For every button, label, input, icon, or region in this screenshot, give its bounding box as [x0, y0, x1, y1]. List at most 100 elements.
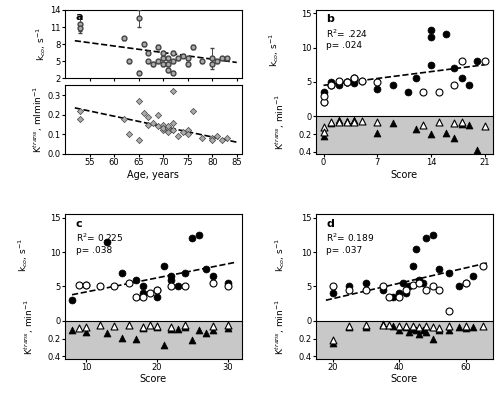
- Point: [150, 119, 158, 126]
- Point: [75, 282, 83, 288]
- Point: [462, 323, 470, 329]
- Point: [320, 89, 328, 95]
- Point: [385, 294, 393, 300]
- Point: [445, 327, 453, 333]
- Point: [428, 232, 436, 238]
- Point: [405, 328, 413, 335]
- Point: [68, 297, 76, 303]
- Point: [458, 75, 466, 82]
- Point: [378, 321, 386, 327]
- Y-axis label: k$_{co}$, s$^{-1}$: k$_{co}$, s$^{-1}$: [34, 27, 48, 61]
- Point: [335, 77, 343, 84]
- Point: [388, 323, 396, 329]
- Point: [462, 325, 470, 331]
- Point: [146, 290, 154, 297]
- Point: [473, 58, 481, 65]
- Point: [412, 245, 420, 252]
- Point: [210, 280, 218, 286]
- Point: [388, 294, 396, 300]
- Point: [378, 287, 386, 293]
- Point: [342, 79, 350, 85]
- X-axis label: Age, years: Age, years: [128, 170, 180, 180]
- Point: [408, 263, 416, 269]
- Point: [167, 273, 175, 279]
- Point: [473, 147, 481, 153]
- Point: [160, 342, 168, 348]
- Point: [427, 61, 435, 68]
- Text: R$^2$= 0.189
p= .037: R$^2$= 0.189 p= .037: [326, 232, 374, 255]
- Point: [362, 280, 370, 286]
- Point: [82, 282, 90, 288]
- Point: [218, 137, 226, 143]
- Point: [350, 75, 358, 82]
- Point: [153, 287, 161, 293]
- Point: [450, 82, 458, 89]
- Point: [462, 280, 470, 286]
- Point: [167, 326, 175, 332]
- Point: [427, 27, 435, 33]
- Point: [320, 99, 328, 106]
- Point: [345, 283, 353, 290]
- Point: [320, 129, 328, 136]
- Text: a: a: [76, 12, 83, 22]
- Point: [388, 82, 396, 89]
- Point: [188, 108, 196, 114]
- Text: K$^{trans}$, min$^{-1}$: K$^{trans}$, min$^{-1}$: [23, 299, 36, 355]
- Point: [213, 133, 221, 139]
- Point: [75, 325, 83, 331]
- Point: [420, 89, 428, 95]
- Point: [120, 115, 128, 122]
- Text: R$^2$= 0.225
p= .038: R$^2$= 0.225 p= .038: [76, 232, 123, 255]
- Point: [388, 120, 396, 126]
- Point: [132, 335, 140, 342]
- Point: [327, 120, 335, 126]
- Point: [435, 327, 443, 333]
- Point: [124, 280, 132, 286]
- Point: [184, 131, 192, 138]
- Point: [327, 82, 335, 89]
- Point: [435, 325, 443, 331]
- Point: [420, 122, 428, 128]
- Point: [434, 89, 442, 95]
- Point: [466, 82, 473, 89]
- Point: [434, 119, 442, 126]
- Text: c: c: [76, 219, 82, 229]
- Point: [408, 282, 416, 288]
- Point: [96, 283, 104, 290]
- Point: [124, 322, 132, 329]
- Point: [179, 129, 187, 136]
- Point: [335, 82, 343, 89]
- Point: [164, 123, 172, 130]
- Point: [412, 327, 420, 333]
- Point: [76, 115, 84, 122]
- Point: [153, 287, 161, 293]
- Point: [328, 290, 336, 297]
- Point: [224, 283, 232, 290]
- Point: [320, 93, 328, 99]
- Point: [138, 324, 146, 330]
- Point: [358, 77, 366, 84]
- Point: [350, 75, 358, 82]
- Point: [138, 290, 146, 297]
- Point: [445, 269, 453, 276]
- Point: [415, 280, 423, 286]
- Point: [82, 324, 90, 330]
- Point: [132, 294, 140, 300]
- Point: [224, 322, 232, 329]
- Point: [350, 119, 358, 125]
- Point: [167, 283, 175, 290]
- Point: [82, 282, 90, 288]
- Bar: [316, 321, 492, 359]
- Point: [188, 337, 196, 344]
- Point: [412, 126, 420, 132]
- X-axis label: Score: Score: [390, 170, 417, 180]
- Y-axis label: k$_{co}$, s$^{-1}$: k$_{co}$, s$^{-1}$: [266, 33, 280, 67]
- Point: [169, 88, 177, 94]
- Point: [104, 330, 112, 336]
- Point: [174, 283, 182, 290]
- Point: [442, 130, 450, 136]
- Point: [164, 129, 172, 136]
- Point: [350, 80, 358, 86]
- Point: [455, 324, 463, 330]
- Point: [342, 79, 350, 85]
